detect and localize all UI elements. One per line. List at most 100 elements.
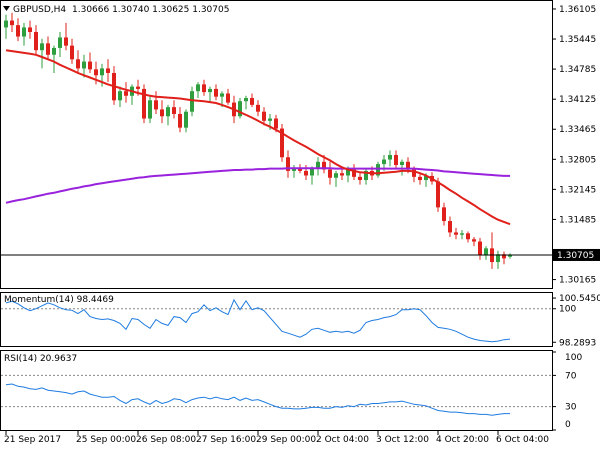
time-tick-label: 27 Sep 16:00 bbox=[196, 435, 256, 445]
momentum-tick-label: 100 bbox=[559, 305, 576, 315]
bearish-candle-body bbox=[124, 91, 128, 96]
bearish-candle-body bbox=[280, 128, 284, 158]
bullish-candle-body bbox=[148, 100, 152, 119]
price-tick-label: 1.34125 bbox=[559, 95, 596, 105]
price-tick-label: 1.34785 bbox=[559, 65, 596, 75]
bearish-candle-body bbox=[394, 154, 398, 165]
bullish-candle-body bbox=[82, 61, 86, 69]
bullish-candle-body bbox=[208, 88, 212, 93]
rsi-tick-label: 0 bbox=[565, 420, 571, 430]
bearish-candle-body bbox=[274, 118, 278, 129]
bullish-candle-body bbox=[100, 68, 104, 76]
bearish-candle-body bbox=[76, 59, 80, 69]
momentum-title: Momentum(14) 98.4469 bbox=[4, 295, 114, 305]
price-tick-label: 1.32805 bbox=[559, 155, 596, 165]
bullish-candle-body bbox=[382, 159, 386, 165]
bearish-candle-body bbox=[352, 169, 356, 177]
rsi-tick-label: 30 bbox=[565, 403, 577, 413]
bearish-candle-body bbox=[466, 233, 470, 240]
bearish-candle-body bbox=[88, 61, 92, 70]
bearish-candle-body bbox=[64, 37, 68, 46]
price-tick-label: 1.30165 bbox=[559, 276, 596, 286]
momentum-line bbox=[5, 298, 511, 343]
bearish-candle-body bbox=[226, 93, 230, 103]
bullish-candle-body bbox=[334, 173, 338, 178]
price-panel-frame bbox=[0, 0, 553, 289]
price-y-axis: 1.36105 1.35445 1.34785 1.34125 1.33465 1.328… bbox=[1, 5, 600, 286]
bearish-candle-body bbox=[340, 173, 344, 176]
time-tick-label: 25 Sep 00:00 bbox=[76, 435, 136, 445]
bullish-candle-body bbox=[292, 168, 296, 171]
bearish-candle-body bbox=[250, 98, 254, 105]
time-tick-label: 3 Oct 12:00 bbox=[376, 435, 429, 445]
price-tick-label: 1.33465 bbox=[559, 125, 596, 135]
time-tick-label: 6 Oct 04:00 bbox=[496, 435, 549, 445]
rsi-tick-label: 100 bbox=[565, 353, 582, 363]
slow-moving-average-line bbox=[5, 167, 510, 204]
bearish-candle-body bbox=[106, 68, 110, 73]
rsi-tick-label: 70 bbox=[565, 371, 577, 381]
price-tick-label: 1.32145 bbox=[559, 185, 596, 195]
bullish-candle-body bbox=[388, 154, 392, 160]
bearish-candle-body bbox=[154, 100, 158, 110]
bullish-candle-body bbox=[238, 101, 242, 117]
bearish-candle-body bbox=[472, 239, 476, 242]
bullish-candle-body bbox=[184, 111, 188, 128]
rsi-series bbox=[1, 374, 552, 416]
bullish-candle-body bbox=[424, 175, 428, 181]
bearish-candle-body bbox=[328, 169, 332, 178]
price-tick-label: 1.36105 bbox=[559, 5, 596, 15]
bearish-candle-body bbox=[172, 107, 176, 114]
rsi-title: RSI(14) 20.9637 bbox=[4, 354, 77, 364]
bullish-candle-body bbox=[376, 164, 380, 176]
bearish-candle-body bbox=[304, 170, 308, 176]
bearish-candle-body bbox=[502, 254, 506, 259]
bearish-candle-body bbox=[10, 20, 14, 26]
bearish-candle-body bbox=[94, 69, 98, 76]
rsi-y-axis: 100 70 30 0 bbox=[552, 351, 582, 431]
price-tick-label: 1.35445 bbox=[559, 35, 596, 45]
bullish-candle-body bbox=[4, 20, 8, 28]
price-moving-averages bbox=[5, 49, 511, 226]
momentum-series bbox=[1, 298, 552, 343]
bullish-candle-body bbox=[118, 91, 122, 101]
bullish-candle-body bbox=[508, 254, 512, 257]
bullish-candle-body bbox=[346, 169, 350, 176]
bearish-candle-body bbox=[448, 221, 452, 233]
bullish-candle-body bbox=[244, 98, 248, 102]
price-candles bbox=[4, 12, 512, 269]
bullish-candle-body bbox=[400, 161, 404, 165]
bullish-candle-body bbox=[190, 91, 194, 112]
bullish-candle-body bbox=[496, 254, 500, 263]
bearish-candle-body bbox=[202, 84, 206, 93]
bearish-candle-body bbox=[46, 43, 50, 55]
triangle-down-icon[interactable] bbox=[3, 6, 10, 11]
bullish-candle-body bbox=[52, 47, 56, 55]
bearish-candle-body bbox=[406, 161, 410, 170]
rsi-panel-frame bbox=[0, 350, 553, 431]
bullish-candle-body bbox=[460, 233, 464, 235]
bearish-candle-body bbox=[142, 88, 146, 119]
time-axis: 21 Sep 2017 25 Sep 00:00 26 Sep 08:00 27 Se… bbox=[4, 431, 549, 445]
ohlc-readout: 1.30666 1.30740 1.30625 1.30705 bbox=[72, 5, 229, 15]
bearish-candle-body bbox=[136, 86, 140, 89]
bullish-candle-body bbox=[40, 43, 44, 51]
bullish-candle-body bbox=[196, 84, 200, 92]
bearish-candle-body bbox=[298, 168, 302, 171]
bearish-candle-body bbox=[160, 109, 164, 117]
bullish-candle-body bbox=[316, 161, 320, 169]
bearish-candle-body bbox=[442, 207, 446, 222]
bearish-candle-body bbox=[16, 25, 20, 37]
bearish-candle-body bbox=[454, 232, 458, 235]
bearish-candle-body bbox=[412, 169, 416, 177]
rsi-line bbox=[5, 383, 510, 416]
time-tick-label: 29 Sep 00:00 bbox=[256, 435, 316, 445]
bearish-candle-body bbox=[322, 161, 326, 170]
current-price-tag bbox=[553, 248, 600, 261]
bearish-candle-body bbox=[262, 111, 266, 121]
symbol-timeframe-label: GBPUSD,H4 bbox=[13, 5, 66, 15]
bullish-candle-body bbox=[166, 107, 170, 117]
momentum-tick-label: 98.2893 bbox=[559, 338, 596, 348]
